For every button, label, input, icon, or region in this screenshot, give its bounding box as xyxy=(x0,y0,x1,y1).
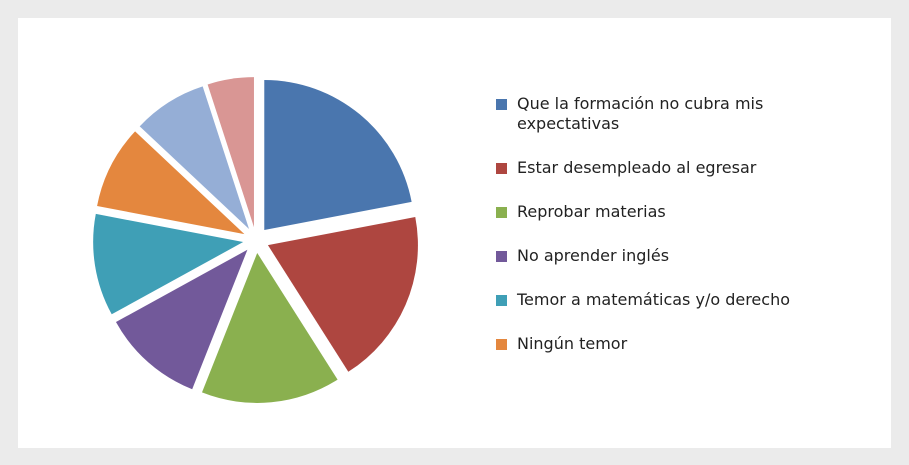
legend-label: Estar desempleado al egresar xyxy=(517,158,757,177)
legend-item: Reprobar materias xyxy=(496,202,796,222)
pie-slice xyxy=(97,131,245,235)
legend-swatch xyxy=(496,99,507,110)
legend-label: No aprender inglés xyxy=(517,246,670,265)
legend-label: Temor a matemáticas y/o derecho xyxy=(517,290,790,309)
legend-item: Que la formación no cubra mis expectativ… xyxy=(496,94,796,134)
legend: Que la formación no cubra mis expectativ… xyxy=(496,94,796,378)
pie-slice xyxy=(115,249,248,390)
legend-swatch xyxy=(496,339,507,350)
pie-slice xyxy=(267,217,418,372)
legend-item: Temor a matemáticas y/o derecho xyxy=(496,290,796,310)
legend-item: No aprender inglés xyxy=(496,246,796,266)
legend-label: Ningún temor xyxy=(517,334,628,353)
pie-slice xyxy=(207,77,254,228)
pie-slice xyxy=(264,79,412,230)
pie-slice xyxy=(93,213,244,315)
legend-swatch xyxy=(496,207,507,218)
legend-swatch xyxy=(496,251,507,262)
pie-chart xyxy=(93,77,418,403)
legend-swatch xyxy=(496,163,507,174)
chart-panel: Que la formación no cubra mis expectativ… xyxy=(18,18,891,448)
legend-item: Estar desempleado al egresar xyxy=(496,158,796,178)
legend-swatch xyxy=(496,295,507,306)
pie-slice xyxy=(139,86,250,230)
legend-item: Ningún temor xyxy=(496,334,796,354)
legend-label: Reprobar materias xyxy=(517,202,666,221)
pie-slice xyxy=(202,252,338,403)
legend-label: Que la formación no cubra mis expectativ… xyxy=(517,94,764,133)
